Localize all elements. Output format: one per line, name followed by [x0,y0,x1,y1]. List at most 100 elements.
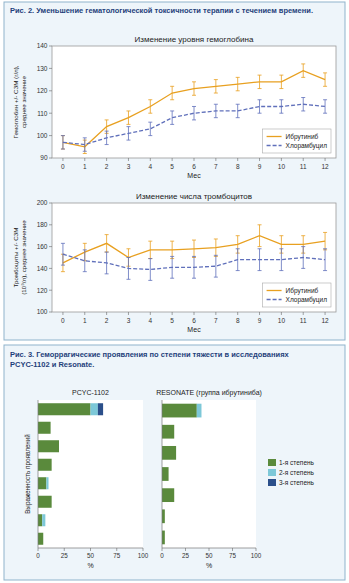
bar-segment [51,459,52,471]
legend-label: Ибрутиниб [286,133,319,141]
legend-swatch [267,145,282,146]
error-bar [214,80,218,93]
x-tick-label: 100 [138,552,149,559]
y-axis-label: среднее значение [20,75,27,128]
bar-segment [162,531,165,545]
bar-segment [174,488,175,502]
error-bar [126,127,130,140]
error-bar [126,111,130,124]
series-line [63,104,325,144]
x-tick [215,312,216,315]
x-tick [303,158,304,161]
legend-label: Хлорамбуцил [286,142,328,150]
legend-swatch [267,290,282,291]
error-bar [83,250,87,272]
line-chart: 012345678910111290100110120130140Изменен… [12,35,336,179]
x-tick [237,158,238,161]
y-tick [49,113,52,114]
bar-segment [38,514,42,526]
bar-segment [38,440,59,452]
y-tick-label: 130 [37,65,48,72]
chart-title: Изменение уровня гемоглобина [135,35,254,44]
x-tick-label: 0 [61,163,65,170]
x-tick [281,312,282,315]
x-tick-label: 50 [205,552,213,559]
y-axis-line [38,400,39,548]
error-bar [170,256,174,278]
error-bar [148,259,152,281]
bar-segment [59,440,60,452]
y-axis-label: Выраженность проявлений [24,434,32,514]
legend-box [263,283,331,307]
bar-segment [91,403,98,415]
x-tick-label: 1 [83,163,87,170]
y-tick-label: 90 [40,154,48,161]
error-bar [279,100,283,113]
error-bar [170,241,174,258]
x-tick-label: 9 [258,163,262,170]
bar-segment [162,509,165,523]
x-axis-label: % [206,562,212,569]
x-tick-label: 50 [87,552,95,559]
x-tick-label: 0 [36,552,40,559]
bar-segment [174,425,175,439]
y-tick [49,90,52,91]
y-tick-label: 120 [37,87,48,94]
x-tick [62,158,63,161]
y-tick-label: 140 [37,42,48,49]
x-tick [106,312,107,315]
y-tick [49,312,52,313]
error-bar [301,247,305,269]
x-tick [62,312,63,315]
bar-segment [98,403,103,415]
bar-segment [42,514,45,526]
x-tick [116,548,117,551]
chart-title: RESONATE (группа ибрутиниба) [156,389,262,397]
x-tick-label: 12 [321,163,329,170]
x-tick [84,312,85,315]
bar-segment [38,403,91,415]
error-bar [301,98,305,111]
x-tick [172,312,173,315]
series-line [63,71,325,147]
error-bar [61,243,65,265]
legend: 1-я степень2-я степень3-я степень [268,459,315,486]
x-tick [256,548,257,551]
error-bar [279,75,283,88]
x-tick-label: 5 [170,163,174,170]
bar-segment [168,467,169,481]
error-bar [192,106,196,119]
bar-segment [38,477,46,489]
x-tick [90,548,91,551]
bar-segment [45,514,46,526]
line-chart: 0123456789101112100120140160180200Измене… [12,192,336,333]
x-tick [194,158,195,161]
figure-caption: PCYC-1102 и Resonate. [10,360,94,369]
error-bar [105,131,109,144]
legend-label: 1-я степень [279,459,315,466]
x-tick-label: 2 [105,317,109,324]
y-tick-label: 120 [37,287,48,294]
x-tick [143,548,144,551]
x-tick-label: 11 [300,317,307,324]
y-tick-label: 180 [37,221,48,228]
legend-swatch [267,299,282,300]
x-tick-label: 1 [83,317,87,324]
bar-segment [164,531,165,545]
y-tick [49,290,52,291]
y-tick-label: 160 [37,243,48,250]
error-bar [258,249,262,271]
error-bar [192,82,196,95]
x-tick-label: 7 [214,317,218,324]
error-bar [214,104,218,117]
bar-chart: 0255075100PCYC-1102%Выраженность проявле… [24,389,315,569]
x-tick [106,158,107,161]
x-tick-label: 4 [148,163,152,170]
x-axis-label: % [87,562,93,569]
bar-segment [59,440,60,452]
error-bar [61,136,65,149]
y-tick [49,246,52,247]
y-tick-label: 140 [37,265,48,272]
bar-segment [38,459,52,471]
legend-label: 2-я степень [279,469,315,476]
